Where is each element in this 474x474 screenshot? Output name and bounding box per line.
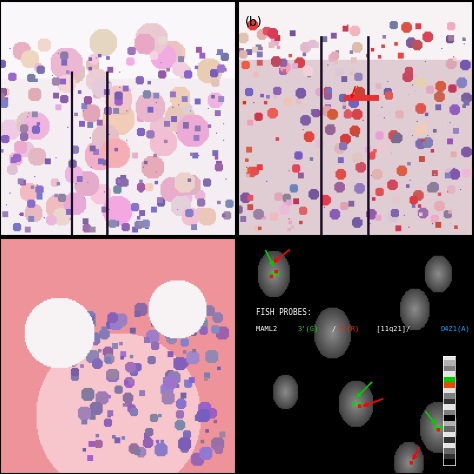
Text: 5'(R): 5'(R) <box>338 326 359 332</box>
Text: /: / <box>331 326 336 332</box>
Text: D4Z1(A): D4Z1(A) <box>440 326 470 332</box>
Text: [11q21]/: [11q21]/ <box>372 326 415 332</box>
Text: 3'(G): 3'(G) <box>297 326 319 332</box>
Text: FISH PROBES:: FISH PROBES: <box>256 309 312 318</box>
Text: (b): (b) <box>245 16 262 29</box>
Text: MAML2: MAML2 <box>256 326 282 332</box>
